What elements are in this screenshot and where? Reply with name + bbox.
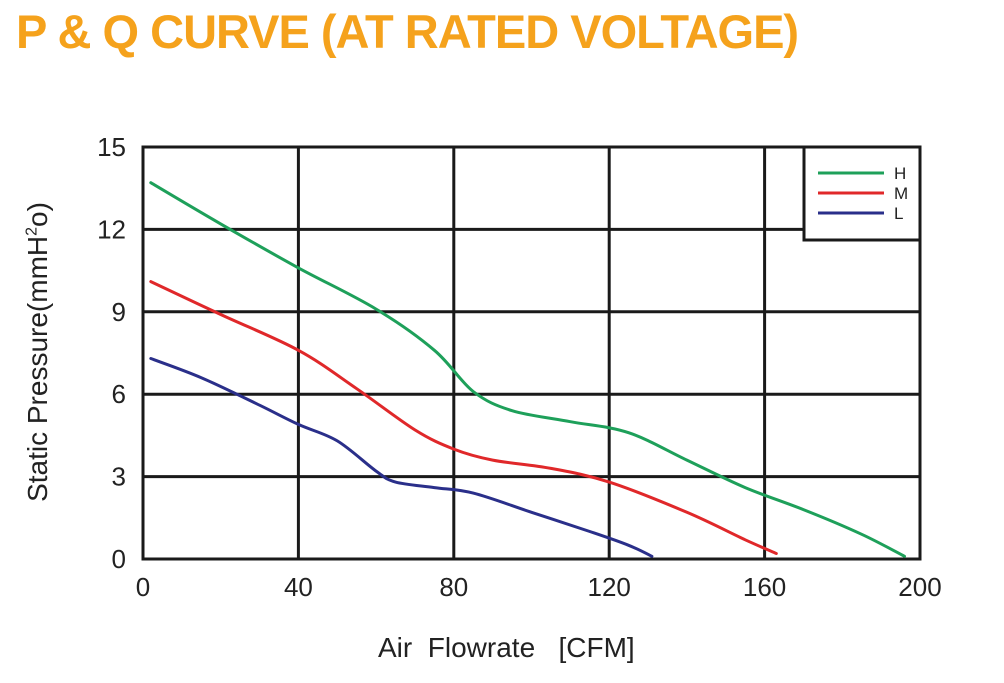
legend-label-H: H [894, 164, 906, 183]
y-tick-label: 6 [112, 379, 126, 409]
x-axis-label: Air Flowrate [CFM] [378, 632, 635, 663]
series-line-L [149, 357, 654, 558]
x-tick-label: 40 [284, 572, 313, 602]
y-tick-label: 0 [112, 544, 126, 574]
x-tick-label: 0 [136, 572, 150, 602]
legend-label-L: L [894, 204, 903, 223]
chart-title: P & Q CURVE (AT RATED VOLTAGE) [16, 5, 799, 58]
legend-label-M: M [894, 184, 908, 203]
y-tick-label: 12 [97, 214, 126, 244]
x-tick-label: 80 [439, 572, 468, 602]
x-tick-label: 120 [588, 572, 631, 602]
series-line-M [149, 280, 778, 555]
plot-frame [141, 145, 922, 561]
x-tick-label: 160 [743, 572, 786, 602]
y-tick-label: 15 [97, 132, 126, 162]
series-line-H [149, 181, 906, 558]
y-tick-label: 9 [112, 297, 126, 327]
x-tick-label: 200 [898, 572, 941, 602]
y-tick-label: 3 [112, 462, 126, 492]
